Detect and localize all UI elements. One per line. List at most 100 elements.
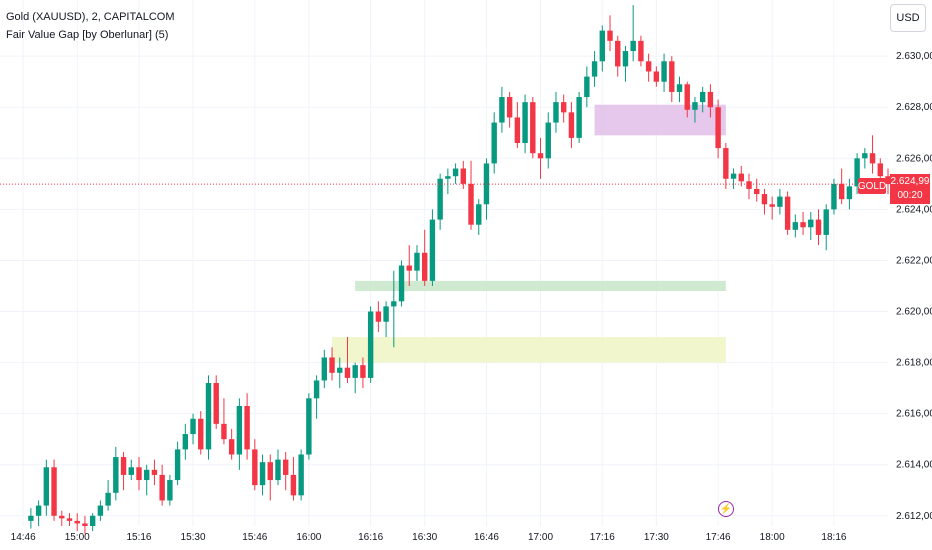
candle-body <box>784 196 791 230</box>
fvg-zone <box>332 337 726 363</box>
indicator-title[interactable]: Fair Value Gap [by Oberlunar] (5) <box>6 29 169 41</box>
candle-body <box>275 459 281 481</box>
fvg-zones <box>332 104 726 363</box>
lightning-icon[interactable]: ⚡ <box>718 501 734 517</box>
x-tick-label: 18:16 <box>821 532 846 543</box>
candle-body <box>568 112 575 138</box>
candle-body <box>653 71 660 82</box>
price-axis[interactable]: 2.630,00 2.628,00 2.626,00 2.624,00 2.622,00… <box>896 51 932 522</box>
candle-body <box>553 102 559 123</box>
x-tick-label: 16:16 <box>358 532 383 543</box>
candle-body <box>730 173 737 179</box>
candle-body <box>352 365 358 378</box>
candle-body <box>174 449 181 481</box>
candle-body <box>59 515 65 519</box>
candle-body <box>213 383 219 424</box>
candle-body <box>236 405 243 455</box>
candle-body <box>885 176 891 185</box>
candle-body <box>375 311 382 322</box>
x-tick-label: 15:46 <box>242 532 267 543</box>
candle-body <box>406 265 412 271</box>
candle-body <box>267 462 273 481</box>
x-tick-label: 15:30 <box>181 532 206 543</box>
y-tick-label: 2.626,00 <box>896 153 932 164</box>
x-tick-label: 14:46 <box>11 532 36 543</box>
candle-body <box>630 40 636 52</box>
candle-body <box>283 459 289 475</box>
candle-body <box>74 520 80 524</box>
candle-body <box>684 84 690 110</box>
candle-body <box>429 219 436 281</box>
candle-body <box>468 183 474 225</box>
candle-body <box>699 91 706 103</box>
candle-body <box>522 102 528 143</box>
y-tick-label: 2.630,00 <box>896 51 932 62</box>
y-tick-label: 2.624,00 <box>896 204 932 215</box>
candle-body <box>167 480 173 501</box>
candle-body <box>831 183 837 210</box>
candle-body <box>645 61 652 72</box>
candle-body <box>599 30 605 62</box>
candle-body <box>854 158 860 187</box>
candle-body <box>414 252 420 271</box>
x-tick-label: 16:46 <box>474 532 499 543</box>
candle-body <box>337 367 343 373</box>
candle-body <box>869 153 876 164</box>
chart-grid <box>0 0 888 526</box>
candle-body <box>746 181 752 189</box>
candle-body <box>491 122 497 164</box>
candle-body <box>151 469 158 475</box>
x-tick-label: 17:30 <box>644 532 669 543</box>
y-tick-label: 2.614,00 <box>896 460 932 471</box>
candle-body <box>252 449 258 486</box>
candle-body <box>707 91 714 108</box>
y-tick-label: 2.612,00 <box>896 511 932 522</box>
candle-body <box>182 434 189 450</box>
candle-body <box>144 469 150 481</box>
y-tick-label: 2.616,00 <box>896 409 932 420</box>
currency-button[interactable]: USD <box>890 4 926 32</box>
candle-body <box>35 505 42 516</box>
candle-body <box>113 457 119 493</box>
candle-body <box>754 188 760 195</box>
x-tick-label: 17:46 <box>706 532 731 543</box>
candle-body <box>198 418 204 450</box>
candle-body <box>615 40 621 67</box>
symbol-title[interactable]: Gold (XAUUSD), 2, CAPITALCOM <box>6 11 175 23</box>
candle-body <box>622 51 629 67</box>
x-tick-label: 17:00 <box>528 532 553 543</box>
x-tick-label: 17:16 <box>590 532 615 543</box>
candle-body <box>584 76 590 98</box>
candle-body <box>28 515 34 521</box>
last-price-tag: GOLD 2.624,99 00:20 <box>858 174 932 205</box>
candle-body <box>638 40 644 62</box>
candle-body <box>244 405 250 450</box>
candle-body <box>313 380 320 399</box>
y-tick-label: 2.620,00 <box>896 307 932 318</box>
candle-body <box>560 102 567 113</box>
candle-body <box>823 209 829 235</box>
price-tag-price: 2.624,99 <box>890 176 930 188</box>
candle-body <box>576 97 582 138</box>
candle-body <box>715 107 721 149</box>
candle-body <box>676 84 683 92</box>
candle-body <box>846 186 853 200</box>
candle-body <box>367 311 374 378</box>
candle-body <box>51 467 57 516</box>
candle-body <box>298 454 304 496</box>
candle-body <box>499 97 505 123</box>
candle-body <box>661 61 667 82</box>
candle-body <box>259 462 266 486</box>
candle-body <box>205 383 212 450</box>
y-tick-label: 2.618,00 <box>896 358 932 369</box>
candle-body <box>738 173 744 182</box>
candle-body <box>514 117 521 143</box>
candle-body <box>445 176 451 179</box>
time-axis[interactable]: 14:46 15:00 15:16 15:30 15:46 16:00 16:16 16:30… <box>11 532 847 543</box>
candle-body <box>815 219 822 235</box>
price-tag-countdown: 00:20 <box>897 190 923 202</box>
x-tick-label: 15:16 <box>126 532 151 543</box>
candle-body <box>97 505 104 516</box>
candle-body <box>391 301 397 307</box>
